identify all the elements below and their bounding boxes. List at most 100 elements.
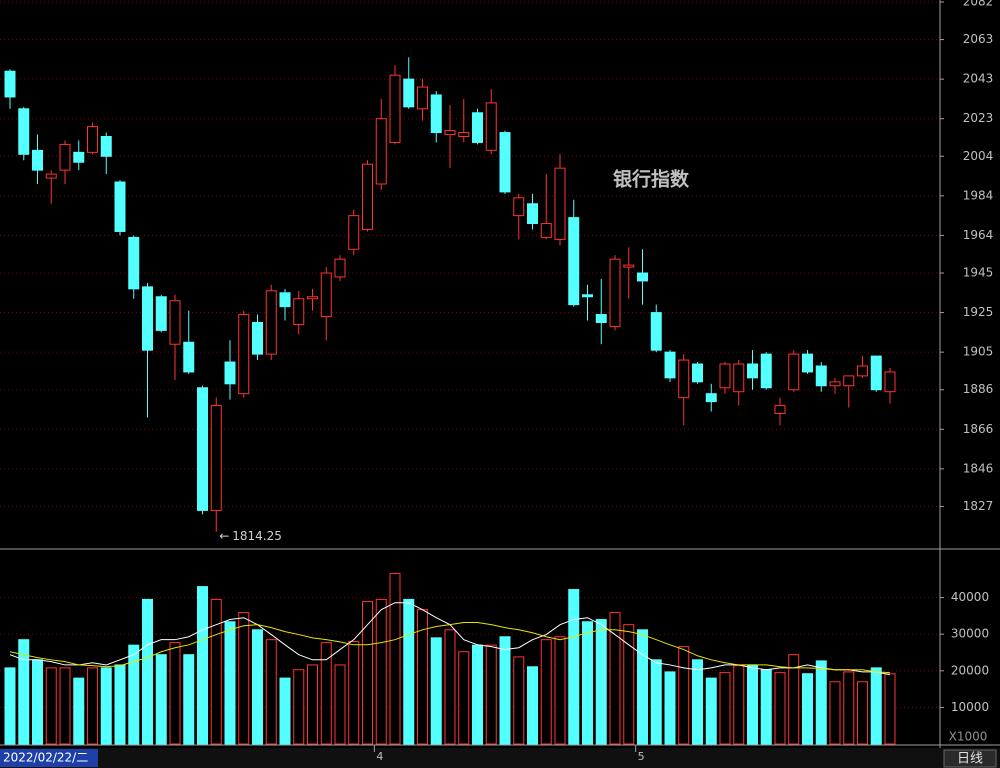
low-arrow: ← [219,529,229,543]
candle-body [183,341,195,373]
x-tick-label: 5 [638,750,645,763]
volume-bar [568,589,580,745]
volume-bar [279,677,291,745]
y-tick-label: 1886 [963,382,994,396]
volume-bar [265,639,277,745]
candle-body [169,300,181,345]
candle-body [389,74,401,143]
candle-body [870,355,882,391]
candle-body [430,94,442,134]
candle-body [540,223,552,238]
volume-bar [59,667,71,745]
y-tick-label: 2004 [963,149,994,163]
candle-body [362,163,373,230]
volume-bar [169,642,181,745]
candle-body [100,136,112,157]
candle-body [719,363,731,389]
volume-bar [582,621,593,745]
volume-bar [513,656,525,745]
x-tick-label: 4 [376,750,383,763]
y-tick-label: 2082 [963,0,994,8]
volume-bar [499,636,511,745]
candle-body [458,132,470,138]
volume-bar [18,639,30,745]
volume-bar [45,667,57,745]
candle-body [114,181,126,232]
volume-bar [705,677,717,745]
volume-bar [829,681,841,745]
candle-body [210,405,222,511]
volume-bar [733,665,745,745]
volume-bar [609,612,621,745]
volume-bar [307,664,318,745]
volume-bar [4,667,16,745]
volume-bar [73,677,85,745]
volume-bar [87,667,98,745]
volume-bar [32,659,43,745]
candle-body [829,381,841,387]
candle-body [403,78,415,108]
volume-bar [155,654,167,745]
volume-bar [623,624,635,745]
volume-bar [719,672,731,745]
candle-body [774,405,786,414]
volume-bar [444,629,456,745]
volume-bar [252,629,263,745]
candle-body [802,353,813,373]
volume-bar [114,664,126,745]
volume-bar [238,612,250,745]
volume-bar [527,666,538,745]
candle-body [554,167,566,240]
candle-body [747,363,758,379]
candle-body [760,353,772,389]
volume-bar [100,667,112,745]
candle-body [650,312,662,351]
low-annotation: 1814.25 [232,529,282,543]
y-tick-label: 1905 [963,345,994,359]
candle-body [843,375,855,387]
y-tick-label: 20000 [951,663,989,677]
date-highlight [0,749,98,767]
candle-body [4,70,16,98]
candle-body [307,296,318,300]
volume-bar [815,660,827,745]
candle-body [293,298,305,325]
volume-bar [458,651,470,745]
volume-bar [293,669,305,745]
candle-body [733,363,745,393]
candle-body [32,149,43,171]
y-tick-label: 10000 [951,700,989,714]
candle-body [334,258,346,278]
y-tick-label: 40000 [951,590,989,604]
volume-bar [224,621,236,745]
y-tick-label: 2063 [963,32,994,46]
candle-body [197,387,208,511]
candle-body [857,365,868,377]
volume-bar [857,681,868,745]
candle-body [45,173,57,179]
candle-body [623,264,635,268]
volume-bar [678,646,690,745]
y-tick-label: 1964 [963,228,994,242]
volume-bar [142,598,153,745]
y-tick-label: 1945 [963,266,994,280]
volume-bar [774,672,786,745]
candle-body [128,236,140,290]
candle-body [279,292,291,308]
volume-bar [334,664,346,745]
candle-body [582,294,593,298]
period-label: 日线 [957,752,983,767]
candle-body [485,102,497,151]
bottom-bar [0,748,1000,768]
candle-body [815,365,827,387]
candle-body [637,272,648,282]
candle-body [142,286,153,351]
y-tick-label: 2043 [963,72,994,86]
volume-bar [210,598,222,745]
volume-bar [760,669,772,745]
volume-bar [747,664,758,745]
volume-bar [870,667,882,745]
volume-bar [403,598,415,745]
volume-bar [884,673,896,745]
